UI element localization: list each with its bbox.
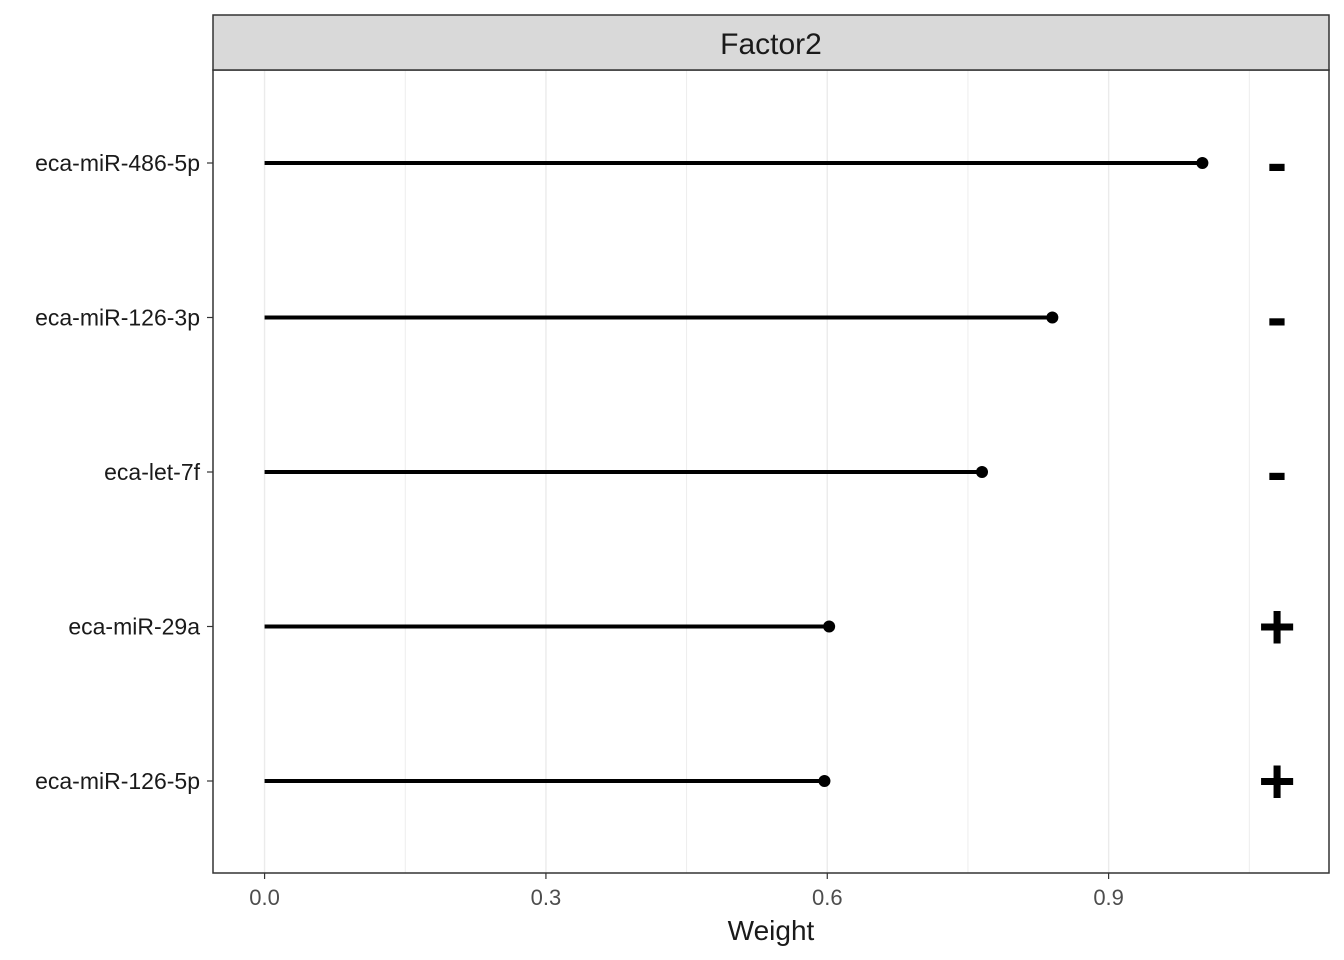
facet-strip-background bbox=[212, 14, 1330, 71]
lollipop-point bbox=[1196, 157, 1209, 169]
y-axis: eca-miR-486-5p eca-miR-126-3p eca-let-7f ec… bbox=[35, 150, 213, 794]
y-tick-label: eca-let-7f bbox=[104, 459, 200, 485]
y-tick-label: eca-miR-486-5p bbox=[35, 150, 200, 176]
negative-sign-label: - bbox=[1267, 284, 1287, 351]
facet-strip: Factor2 bbox=[212, 14, 1330, 71]
lollipop-point bbox=[823, 620, 836, 633]
x-tick-label: 0.3 bbox=[531, 885, 562, 910]
x-tick-label: 0.6 bbox=[812, 885, 843, 910]
y-tick-label: eca-miR-126-3p bbox=[35, 305, 200, 331]
negative-sign-label: - bbox=[1267, 129, 1287, 196]
x-axis-title: Weight bbox=[728, 915, 815, 946]
lollipop-point bbox=[1046, 311, 1059, 324]
x-axis: 0.0 0.3 0.6 0.9 bbox=[249, 873, 1124, 910]
y-tick-label: eca-miR-29a bbox=[68, 614, 200, 640]
data-marks: - - - + + bbox=[264, 129, 1296, 817]
lollipop-point bbox=[976, 466, 989, 478]
lollipop-point bbox=[818, 775, 831, 787]
x-tick-label: 0.9 bbox=[1093, 885, 1124, 910]
x-tick-label: 0.0 bbox=[249, 885, 280, 910]
positive-sign-label: + bbox=[1258, 745, 1295, 817]
y-tick-label: eca-miR-126-5p bbox=[35, 768, 200, 794]
negative-sign-label: - bbox=[1267, 438, 1287, 505]
facet-title: Factor2 bbox=[720, 28, 822, 61]
positive-sign-label: + bbox=[1258, 591, 1295, 663]
